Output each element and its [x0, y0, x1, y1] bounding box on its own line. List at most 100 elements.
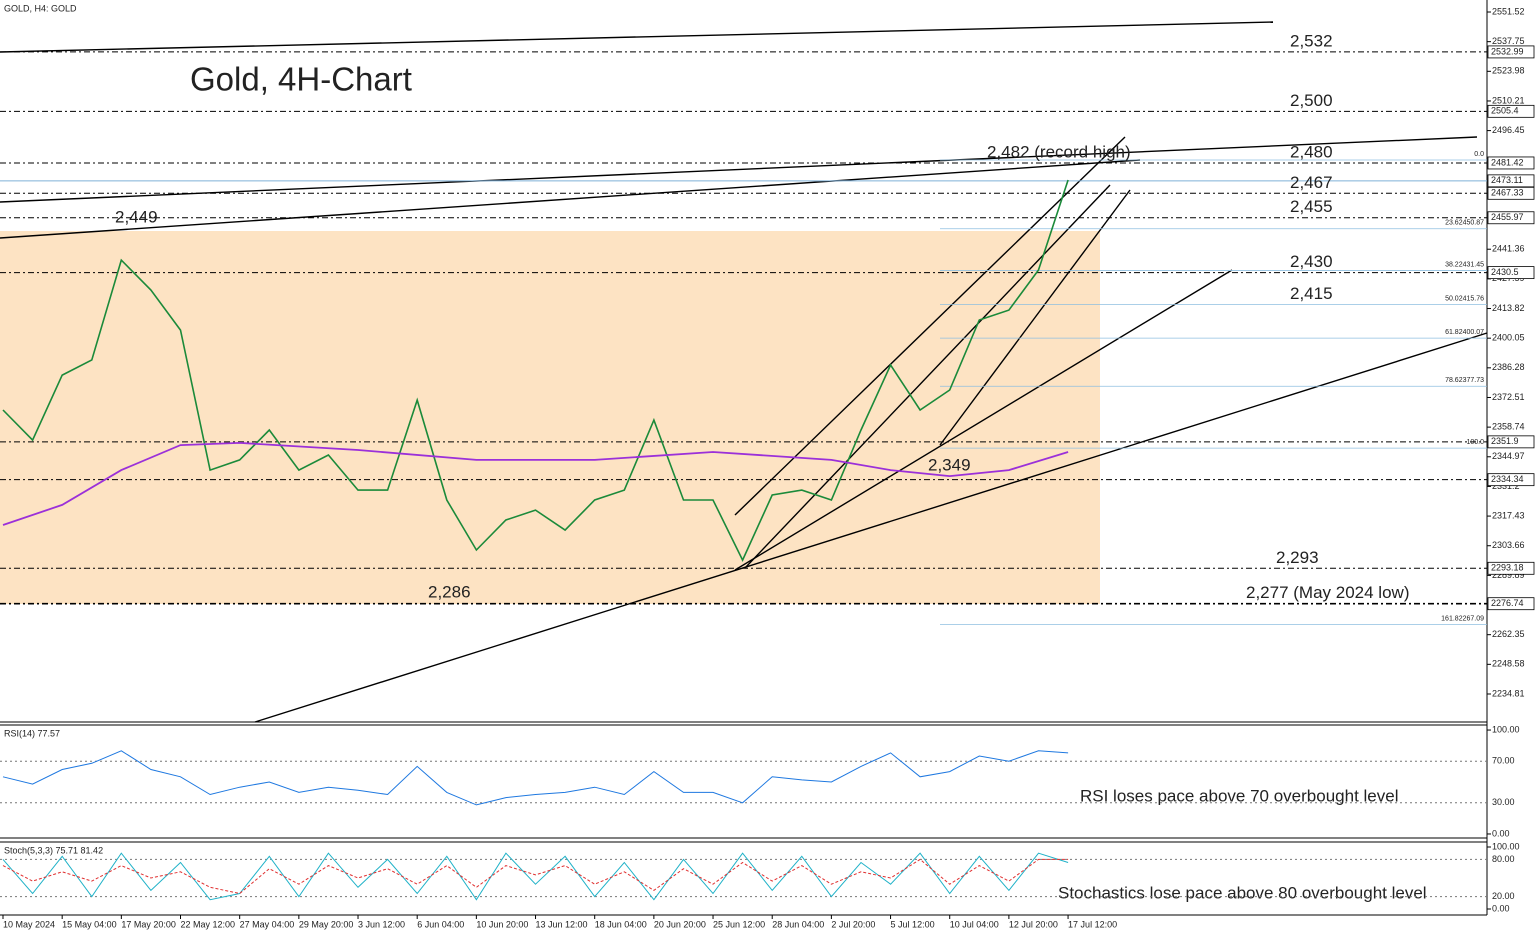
trendline [734, 136, 1126, 516]
x-tick-label: 20 Jun 20:00 [654, 919, 706, 929]
x-tick-label: 25 Jun 12:00 [713, 919, 765, 929]
level-annotation: 2,500 [1290, 91, 1333, 110]
level-annotation: 2,467 [1290, 173, 1333, 192]
trendline [254, 332, 1488, 723]
x-tick-label: 17 May 20:00 [121, 919, 176, 929]
fib-level: 100.0 [1466, 439, 1484, 446]
price-line [2, 179, 1069, 562]
level-price: 2467.33 [1491, 188, 1524, 198]
stoch-title: Stoch(5,3,3) 75.71 81.42 [4, 845, 103, 855]
y-tick-label: 2344.97 [1492, 451, 1525, 461]
fib-price: 2431.45 [1459, 261, 1484, 268]
fib-level: 0.0 [1474, 151, 1484, 158]
trendline [744, 184, 1111, 569]
x-tick-label: 10 Jul 04:00 [950, 919, 999, 929]
fib-label: 50.02415.76 [1445, 295, 1484, 302]
y-tick-label: 2262.35 [1492, 629, 1525, 639]
level-price: 2334.34 [1491, 474, 1524, 484]
chart-title: Gold, 4H-Chart [190, 61, 412, 98]
level-price-box [1487, 45, 1535, 59]
level-price-box [1487, 211, 1535, 225]
y-tick-label: 2510.21 [1492, 95, 1525, 105]
level-price: 2351.9 [1491, 436, 1519, 446]
y-tick-label: 2523.98 [1492, 66, 1525, 76]
level-price-box [1487, 561, 1535, 575]
y-tick-label: 2496.45 [1492, 125, 1525, 135]
fib-level: 161.8 [1441, 615, 1459, 622]
annotation: 2,482 (record high) [987, 142, 1131, 161]
fib-price: 2400.07 [1459, 329, 1484, 336]
annotation: 2,286 [428, 582, 471, 601]
level-annotation: 2,480 [1290, 142, 1333, 161]
trendline [939, 189, 1131, 446]
level-annotation: 2,277 (May 2024 low) [1246, 583, 1409, 602]
rsi-title: RSI(14) 77.57 [4, 728, 60, 738]
level-price: 2293.18 [1491, 563, 1524, 573]
level-price-box [1487, 435, 1535, 449]
y-tick-label: 2413.82 [1492, 303, 1525, 313]
trendline [0, 159, 1141, 239]
frame [0, 0, 1488, 916]
fib-level: 78.6 [1445, 377, 1459, 384]
fib-level: 38.2 [1445, 261, 1459, 268]
y-tick-label: 70.00 [1492, 756, 1515, 766]
x-tick-label: 29 May 20:00 [299, 919, 354, 929]
y-tick-label: 100.00 [1492, 841, 1520, 851]
y-tick-label: 2537.75 [1492, 36, 1525, 46]
level-annotation: 2,532 [1290, 31, 1333, 50]
stoch-line [2, 858, 1069, 895]
y-tick-label: 2234.81 [1492, 688, 1525, 698]
level-price: 2473.11 [1491, 175, 1523, 185]
trendlines [0, 21, 1488, 723]
fib-level: 61.8 [1445, 329, 1459, 336]
x-tick-label: 2 Jul 20:00 [831, 919, 875, 929]
price-line [2, 441, 1069, 526]
level-price: 2532.99 [1491, 46, 1524, 56]
x-tick-label: 15 May 04:00 [62, 919, 117, 929]
fib-label: 0.0 [1474, 151, 1484, 158]
level-price: 2430.5 [1491, 267, 1519, 277]
y-tick-label: 2317.43 [1492, 510, 1525, 520]
fib-price: 2450.87 [1459, 220, 1484, 227]
level-price-box [1487, 597, 1535, 611]
trendline [734, 269, 1233, 571]
y-tick-label: 0.00 [1492, 828, 1510, 838]
stoch-line [2, 852, 1069, 901]
trendline [0, 21, 1274, 53]
rsi-line [2, 750, 1069, 806]
x-tick-label: 3 Jun 12:00 [358, 919, 405, 929]
y-tick-label: 100.00 [1492, 724, 1520, 734]
x-tick-label: 28 Jun 04:00 [772, 919, 824, 929]
y-tick-label: 2248.58 [1492, 659, 1525, 669]
y-tick-label: 30.00 [1492, 797, 1515, 807]
level-price: 2276.74 [1491, 598, 1524, 608]
fib-level: 23.6 [1445, 220, 1459, 227]
x-tick-label: 18 Jun 04:00 [595, 919, 647, 929]
y-tick-label: 2441.36 [1492, 244, 1525, 254]
trendline [0, 136, 1478, 203]
fib-label: 23.62450.87 [1445, 220, 1484, 227]
level-price-box [1487, 186, 1535, 200]
x-tick-label: 6 Jun 04:00 [417, 919, 464, 929]
fib-price: 2377.73 [1459, 377, 1484, 384]
range-box [0, 231, 1100, 604]
y-tick-label: 20.00 [1492, 891, 1515, 901]
level-annotation: 2,293 [1276, 548, 1319, 567]
x-tick-label: 27 May 04:00 [240, 919, 295, 929]
stoch-note: Stochastics lose pace above 80 overbough… [1058, 883, 1427, 902]
level-price: 2505.4 [1491, 106, 1519, 116]
level-price-box [1487, 266, 1535, 280]
level-price: 2455.97 [1491, 212, 1524, 222]
fib-label: 78.62377.73 [1445, 377, 1484, 384]
fib-label: 100.0 [1466, 439, 1484, 446]
y-tick-label: 0.00 [1492, 903, 1510, 913]
level-price-box [1487, 156, 1535, 170]
y-tick-label: 2372.51 [1492, 392, 1525, 402]
x-tick-label: 10 May 2024 [3, 919, 55, 929]
level-annotation: 2,430 [1290, 252, 1333, 271]
y-tick-label: 2289.89 [1492, 570, 1525, 580]
x-tick-label: 12 Jul 20:00 [1009, 919, 1058, 929]
y-tick-label: 2386.28 [1492, 362, 1525, 372]
y-tick-label: 2303.66 [1492, 540, 1525, 550]
